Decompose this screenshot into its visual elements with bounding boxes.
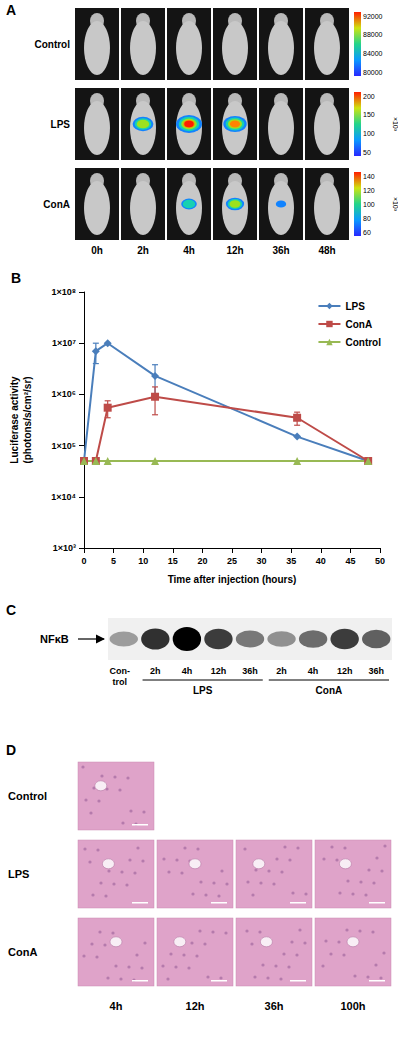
svg-text:ConA: ConA (43, 199, 70, 210)
svg-text:60: 60 (363, 229, 371, 236)
svg-text:5: 5 (111, 556, 116, 566)
svg-text:12h: 12h (211, 666, 227, 676)
svg-text:40: 40 (316, 556, 326, 566)
svg-text:50: 50 (375, 556, 385, 566)
svg-text:A: A (6, 2, 16, 18)
svg-text:100: 100 (363, 201, 375, 208)
svg-text:LPS: LPS (8, 868, 29, 880)
svg-text:Control: Control (345, 337, 381, 348)
svg-text:2h: 2h (276, 666, 287, 676)
svg-text:10: 10 (138, 556, 148, 566)
svg-text:B: B (11, 270, 21, 286)
svg-text:2h: 2h (150, 666, 161, 676)
svg-text:92000: 92000 (363, 13, 383, 20)
svg-text:150: 150 (363, 111, 375, 118)
svg-text:ConA: ConA (316, 685, 343, 696)
svg-text:36h: 36h (368, 666, 384, 676)
svg-text:88000: 88000 (363, 31, 383, 38)
svg-text:35: 35 (286, 556, 296, 566)
svg-text:2h: 2h (137, 245, 149, 256)
svg-text:36h: 36h (242, 666, 258, 676)
svg-text:120: 120 (363, 187, 375, 194)
svg-text:12h: 12h (186, 1000, 205, 1012)
svg-text:80: 80 (363, 215, 371, 222)
svg-text:15: 15 (168, 556, 178, 566)
svg-text:Luciferase activity: Luciferase activity (9, 376, 20, 464)
svg-text:25: 25 (227, 556, 237, 566)
svg-text:30: 30 (257, 556, 267, 566)
svg-text:0: 0 (81, 556, 86, 566)
svg-text:1×10⁸: 1×10⁸ (51, 287, 76, 297)
svg-text:×10³: ×10³ (392, 197, 398, 212)
svg-text:ConA: ConA (345, 319, 372, 330)
svg-text:1×10⁵: 1×10⁵ (52, 441, 77, 451)
svg-text:12h: 12h (226, 245, 243, 256)
svg-text:36h: 36h (265, 1000, 284, 1012)
svg-text:D: D (6, 742, 16, 758)
svg-text:140: 140 (363, 173, 375, 180)
svg-text:100: 100 (363, 130, 375, 137)
svg-text:1×10⁶: 1×10⁶ (52, 389, 76, 399)
svg-text:200: 200 (363, 93, 375, 100)
svg-text:0h: 0h (91, 245, 103, 256)
svg-text:4h: 4h (182, 666, 193, 676)
svg-text:1×10⁴: 1×10⁴ (51, 492, 76, 502)
svg-text:(photons/s/cm²/sr): (photons/s/cm²/sr) (22, 376, 33, 463)
svg-text:1×10³: 1×10³ (53, 543, 76, 553)
svg-text:45: 45 (345, 556, 355, 566)
svg-text:NFκB: NFκB (40, 633, 69, 645)
svg-text:4h: 4h (110, 1000, 123, 1012)
svg-text:1×10⁷: 1×10⁷ (52, 338, 76, 348)
svg-text:12h: 12h (337, 666, 353, 676)
svg-text:100h: 100h (340, 1000, 365, 1012)
svg-text:LPS: LPS (345, 301, 365, 312)
svg-text:4h: 4h (183, 245, 195, 256)
svg-text:80000: 80000 (363, 69, 383, 76)
svg-text:36h: 36h (272, 245, 289, 256)
svg-text:Time after injection (hours): Time after injection (hours) (168, 574, 297, 585)
svg-text:Control: Control (8, 790, 47, 802)
svg-text:trol: trol (113, 677, 128, 687)
svg-text:LPS: LPS (193, 685, 213, 696)
svg-text:Con-: Con- (110, 666, 131, 676)
svg-text:C: C (6, 602, 16, 618)
svg-text:LPS: LPS (51, 119, 71, 130)
svg-text:ConA: ConA (8, 946, 37, 958)
svg-text:4h: 4h (308, 666, 319, 676)
svg-text:Control: Control (34, 39, 70, 50)
svg-text:20: 20 (197, 556, 207, 566)
svg-text:×10³: ×10³ (392, 117, 398, 132)
svg-text:48h: 48h (318, 245, 335, 256)
svg-text:50: 50 (363, 149, 371, 156)
svg-text:84000: 84000 (363, 50, 383, 57)
